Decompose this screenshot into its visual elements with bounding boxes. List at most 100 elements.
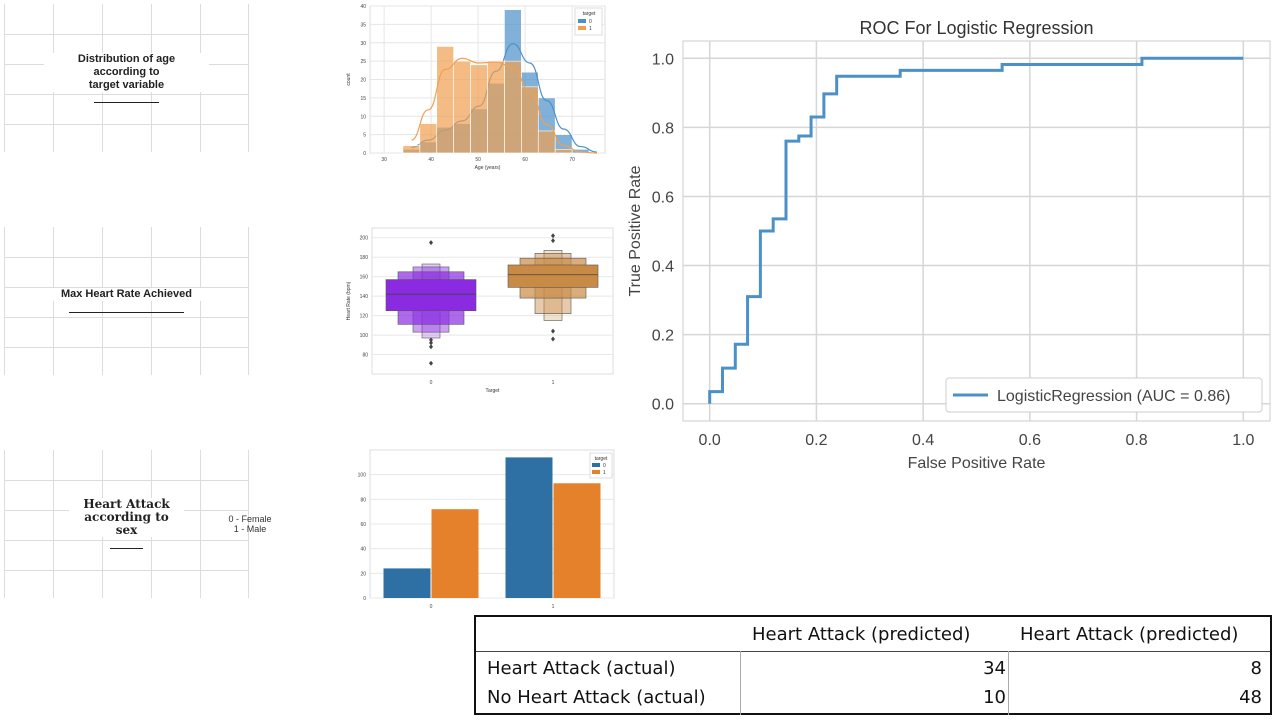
age-title-line-1: Distribution of age — [77, 53, 176, 65]
x-axis-label: Age (years) — [475, 165, 501, 171]
age-title-underline — [94, 102, 159, 103]
bar-sex-1-target-0 — [505, 457, 553, 598]
y-axis-label: Heart Rate (bpm) — [346, 281, 352, 320]
boxen-box-target-0 — [385, 279, 477, 312]
x-tick-label: 70 — [569, 157, 575, 163]
confusion-header-1: Heart Attack (predicted) — [752, 624, 971, 645]
y-tick-label: 0.4 — [652, 259, 674, 276]
x-tick-label: 60 — [522, 157, 528, 163]
y-tick-label: 100 — [358, 473, 367, 479]
legend-label-1: 1 — [603, 470, 606, 476]
outlier-point-target-0 — [429, 337, 433, 343]
y-tick-label: 5 — [363, 133, 366, 139]
histogram-bar-target-1 — [554, 149, 573, 154]
y-axis-label: True Positive Rate — [627, 165, 644, 296]
sex-note-female: 0 - Female — [228, 514, 272, 524]
sex-title-line-2: according to — [84, 510, 169, 524]
sex-title-line-1: Heart Attack — [83, 497, 170, 511]
y-tick-label: 60 — [360, 522, 366, 528]
boxen-box-target-1 — [507, 264, 599, 288]
roc-curve-line — [708, 56, 1244, 404]
y-tick-label: 25 — [360, 59, 366, 65]
x-tick-label: 0 — [430, 604, 433, 610]
x-tick-label: 1 — [552, 604, 555, 610]
x-tick-label: 1 — [552, 380, 555, 386]
histogram-bar-target-1 — [537, 130, 556, 154]
age-title-panel: Distribution of age according to target … — [4, 4, 249, 152]
y-tick-label: 20 — [360, 571, 366, 577]
confusion-row-label-no-actual: No Heart Attack (actual) — [487, 687, 706, 708]
sex-legend-note: 0 - Female 1 - Male — [222, 514, 278, 534]
x-tick-label: 40 — [428, 157, 434, 163]
y-tick-label: 80 — [362, 353, 368, 359]
age-title-line-3: target variable — [88, 79, 165, 91]
y-tick-label: 0.8 — [652, 120, 674, 137]
outlier-point-target-1 — [551, 233, 555, 239]
y-tick-label: 1.0 — [652, 51, 674, 68]
roc-curve-chart: 0.0 0.2 0.4 0.6 0.8 1.0 0.0 0.2 0.4 0.6 0.8 1.0 ROC … — [627, 18, 1271, 472]
x-tick-label: 0.6 — [1019, 432, 1041, 449]
y-tick-label: 200 — [360, 236, 369, 242]
y-tick-label: 0.6 — [652, 189, 674, 206]
x-tick-label: 0.0 — [699, 432, 721, 449]
x-tick-label: 0 — [430, 380, 433, 386]
y-tick-label: 160 — [360, 275, 369, 281]
confusion-row-label-actual: Heart Attack (actual) — [487, 658, 676, 679]
legend-swatch-1 — [578, 26, 586, 30]
x-tick-label: 30 — [381, 157, 387, 163]
y-tick-label: 120 — [360, 314, 369, 320]
heart-rate-panel-title: Max Heart Rate Achieved — [44, 288, 209, 301]
y-tick-label: 40 — [360, 4, 366, 10]
legend-swatch-0 — [592, 463, 600, 467]
sex-note-male: 1 - Male — [233, 524, 267, 534]
sex-panel-title: Heart Attack according to sex — [69, 498, 184, 537]
plot-area — [682, 40, 1271, 422]
confusion-cell-fp: 10 — [983, 687, 1006, 708]
x-tick-label: 50 — [475, 157, 481, 163]
bar-sex-1-target-1 — [553, 483, 601, 598]
bar-sex-0-target-0 — [383, 568, 431, 598]
histogram-bar-target-1 — [436, 46, 454, 154]
legend-label-0: 0 — [589, 19, 592, 25]
sex-title-panel: Heart Attack according to sex — [4, 450, 249, 598]
legend-label-0: 0 — [603, 463, 606, 469]
outlier-point-target-0 — [429, 344, 433, 350]
histogram-bar-target-1 — [487, 60, 505, 154]
outlier-point-target-0 — [429, 360, 433, 366]
sex-title-underline — [110, 548, 143, 549]
confusion-cell-fn: 8 — [1250, 658, 1262, 679]
x-tick-label: 0.4 — [912, 432, 934, 449]
age-panel-title: Distribution of age according to target … — [44, 53, 209, 92]
outlier-point-target-1 — [551, 238, 555, 244]
legend-swatch-0 — [578, 19, 586, 23]
histogram-bar-target-1 — [402, 145, 421, 154]
legend-label-1: 1 — [589, 26, 592, 32]
y-tick-label: 10 — [360, 114, 366, 120]
legend-box — [945, 377, 1263, 413]
age-title-line-2: according to — [93, 66, 160, 78]
confusion-header-2: Heart Attack (predicted) — [1020, 624, 1239, 645]
kde-curve-target-1 — [411, 57, 598, 154]
histogram-bar-target-1 — [521, 86, 539, 154]
y-tick-label: 100 — [360, 333, 369, 339]
outlier-point-target-0 — [429, 240, 433, 246]
y-tick-label: 0.2 — [652, 328, 674, 345]
heart-rate-title-underline — [69, 312, 184, 313]
y-tick-label: 35 — [360, 22, 366, 28]
y-tick-label: 15 — [360, 96, 366, 102]
x-tick-label: 1.0 — [1232, 432, 1254, 449]
histogram-bar-target-1 — [504, 60, 522, 154]
confusion-matrix: Heart Attack (predicted) Heart Attack (p… — [474, 615, 1272, 715]
x-tick-label: 0.2 — [805, 432, 827, 449]
x-tick-label: 0.8 — [1125, 432, 1147, 449]
outlier-point-target-1 — [551, 328, 555, 334]
bar-sex-0-target-1 — [431, 509, 479, 598]
heart-rate-boxen-chart: 80 100 120 140 160 180 200 0 1 Target Heart Rate (… — [346, 227, 614, 394]
y-tick-label: 0.0 — [652, 397, 674, 414]
histogram-bar-target-1 — [453, 60, 471, 154]
confusion-cell-tp: 34 — [983, 658, 1006, 679]
confusion-cell-tn: 48 — [1239, 687, 1262, 708]
y-tick-label: 80 — [360, 497, 366, 503]
x-axis-label: Target — [486, 388, 501, 394]
